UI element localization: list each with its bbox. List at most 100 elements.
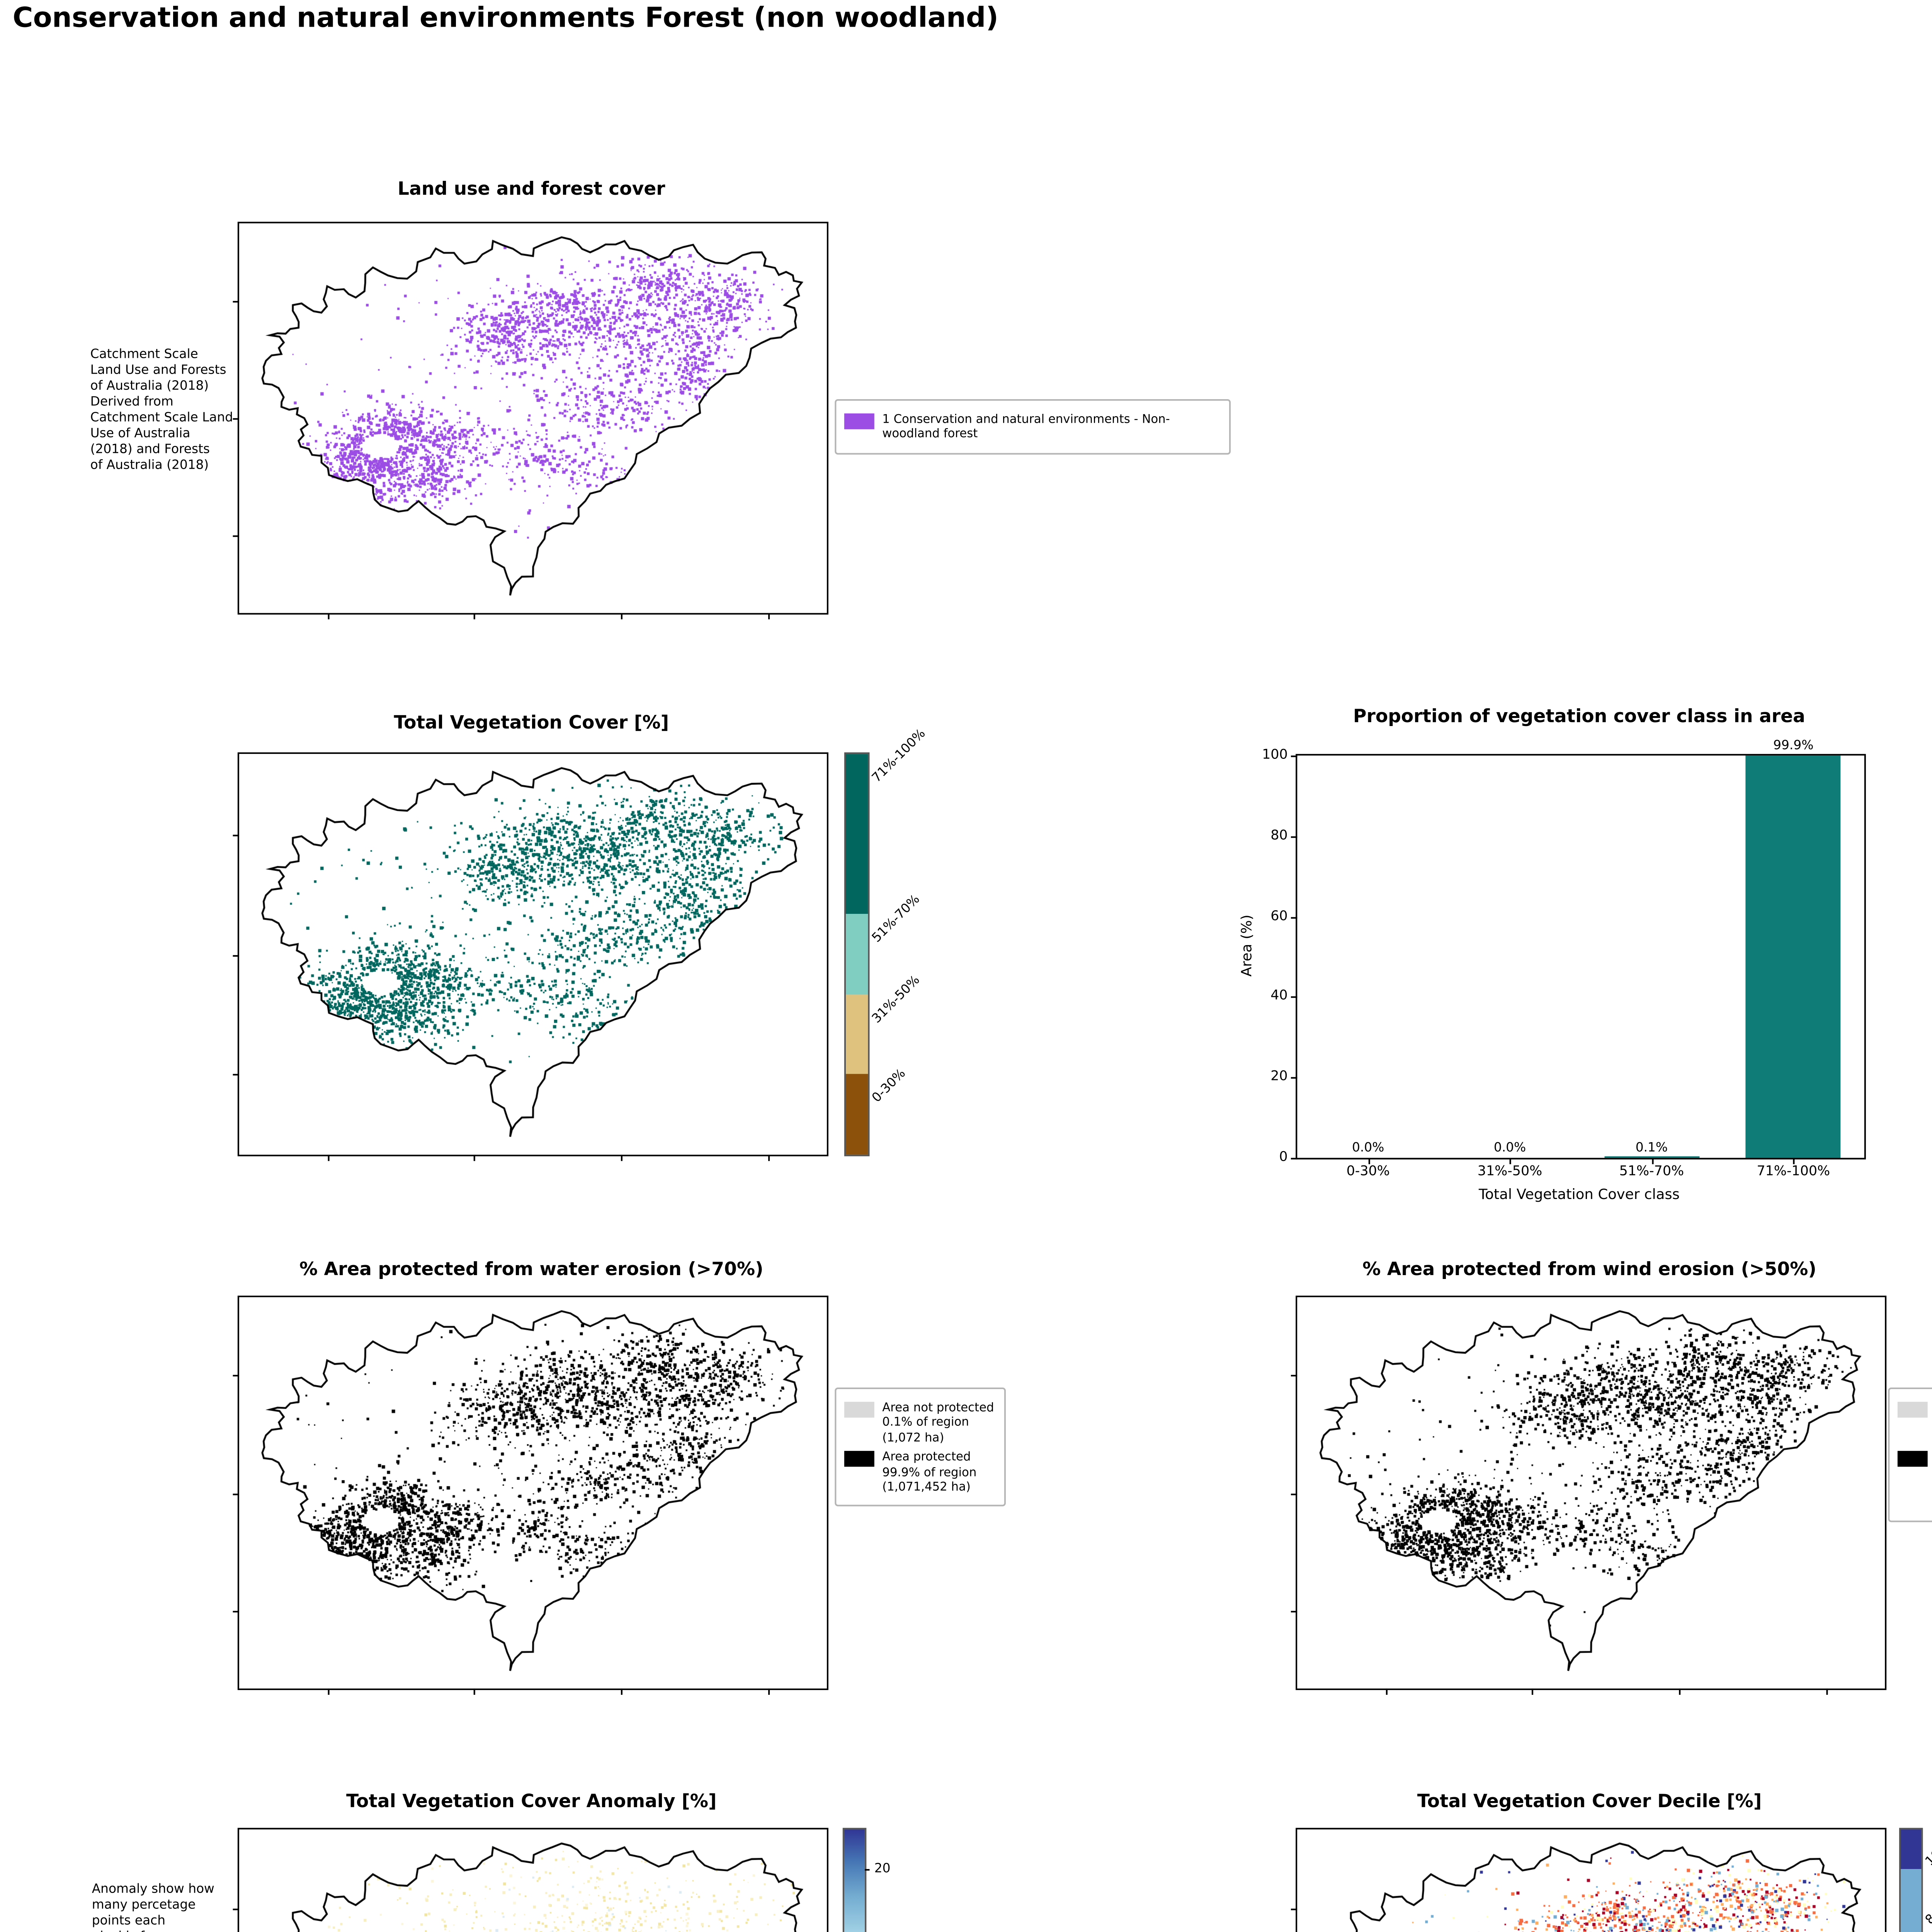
map-axis-tick: [474, 1688, 476, 1695]
page-title: Conservation and natural environments Fo…: [12, 3, 999, 35]
y-tick-label: 60: [1270, 908, 1288, 925]
landuse-legend-entry: 1 Conservation and natural environments …: [844, 412, 1221, 442]
x-tick: [1510, 1158, 1512, 1164]
landuse-source-note: Catchment Scale Land Use and Forests of …: [90, 347, 233, 472]
map-axis-tick: [474, 613, 476, 619]
decile-panel-title: Total Vegetation Cover Decile [%]: [1417, 1790, 1762, 1812]
wind-panel-title: % Area protected from wind erosion (>50%…: [1362, 1257, 1816, 1280]
colorbar-tick-label: 10: [1922, 1846, 1932, 1868]
bar-value-label: 0.0%: [1352, 1140, 1384, 1155]
map-axis-tick: [1291, 1610, 1298, 1612]
y-tick-label: 0: [1279, 1150, 1288, 1166]
landuse-map-canvas: [239, 223, 827, 613]
colorbar-tick-label: 0-30%: [869, 1066, 908, 1106]
tvc-panel-title: Total Vegetation Cover [%]: [394, 711, 669, 733]
x-tick-label: 71%-100%: [1757, 1164, 1830, 1180]
landuse-legend-label: 1 Conservation and natural environments …: [882, 412, 1170, 441]
y-tick: [1291, 755, 1298, 757]
proportion-bar-chart: 0 20 40 60 80 100 0.0% 0-30% 0.0% 31%-50% 0.1% 51%-…: [1262, 738, 1866, 1180]
y-tick-label: 40: [1270, 989, 1288, 1005]
water-legend: Area not protected 0.1% of region (1,072…: [835, 1387, 1006, 1507]
x-tick-label: 0-30%: [1346, 1164, 1390, 1180]
wind-legend-entry: Area protected 100.0% of region (1,072,5…: [1897, 1449, 1932, 1509]
colorbar-tick-label: 31%-50%: [869, 972, 923, 1026]
decile-map-canvas: [1297, 1829, 1885, 1932]
map-axis-tick: [1291, 1909, 1298, 1911]
y-tick: [1291, 997, 1298, 999]
water-legend-swatch: [844, 1451, 874, 1467]
y-tick-label: 20: [1270, 1069, 1288, 1085]
map-axis-tick: [327, 1155, 329, 1161]
wind-legend-swatch: [1897, 1401, 1928, 1418]
map-axis-tick: [233, 535, 239, 537]
x-tick: [1651, 1158, 1653, 1164]
colorbar-segment: [845, 914, 868, 995]
map-axis-tick: [621, 1155, 623, 1161]
map-axis-tick: [233, 1074, 239, 1076]
water-map-canvas: [239, 1297, 827, 1689]
map-axis-tick: [233, 1610, 239, 1612]
bar-value-label: 0.1%: [1635, 1140, 1668, 1155]
water-legend-label: Area not protected 0.1% of region (1,072…: [882, 1400, 994, 1444]
x-tick-label: 51%-70%: [1619, 1164, 1684, 1180]
water-legend-swatch: [844, 1401, 874, 1418]
map-axis-tick: [768, 1688, 770, 1695]
colorbar-segment: [845, 754, 868, 915]
anomaly-colorbar: 20100−10−20: [842, 1828, 891, 1932]
water-legend-entry: Area protected 99.9% of region (1,071,45…: [844, 1449, 997, 1494]
map-axis-tick: [1291, 1493, 1298, 1495]
landuse-legend-swatch: [844, 413, 874, 429]
map-axis-tick: [621, 613, 623, 619]
map-axis-tick: [621, 1688, 623, 1695]
colorbar-segment: [845, 1074, 868, 1155]
decile-colorbar: 108-94-72-31: [1899, 1828, 1932, 1932]
y-tick: [1291, 1158, 1298, 1160]
tvc-colorbar: 71%-100% 51%-70% 31%-50% 0-30%: [844, 726, 928, 1156]
wind-map: [1291, 1296, 1887, 1695]
colorbar-segment: [845, 994, 868, 1075]
landuse-panel-title: Land use and forest cover: [398, 177, 665, 200]
bar-value-label: 99.9%: [1773, 738, 1814, 753]
map-axis-tick: [1679, 1688, 1681, 1695]
water-map: [233, 1296, 828, 1695]
map-axis-tick: [327, 1688, 329, 1695]
x-tick: [1368, 1158, 1370, 1164]
colorbar-tick-label: 71%-100%: [869, 726, 929, 785]
map-axis-tick: [1826, 1688, 1828, 1695]
wind-map-canvas: [1297, 1297, 1885, 1689]
water-legend-entry: Area not protected 0.1% of region (1,072…: [844, 1400, 997, 1445]
proportion-x-axis-label: Total Vegetation Cover class: [1478, 1188, 1680, 1204]
landuse-map: [233, 221, 828, 619]
proportion-chart-title: Proportion of vegetation cover class in …: [1353, 705, 1805, 727]
anomaly-panel-title: Total Vegetation Cover Anomaly [%]: [346, 1790, 717, 1812]
map-axis-tick: [768, 613, 770, 619]
colorbar-tick-label: 8-9: [1922, 1903, 1932, 1928]
map-axis-tick: [233, 1493, 239, 1495]
bar-value-label: 0.0%: [1493, 1140, 1526, 1155]
map-axis-tick: [233, 301, 239, 303]
water-panel-title: % Area protected from water erosion (>70…: [299, 1257, 764, 1280]
colorbar-segment: [1901, 1869, 1922, 1932]
map-axis-tick: [768, 1155, 770, 1161]
y-tick: [1291, 1077, 1298, 1079]
map-axis-tick: [233, 954, 239, 956]
bar-51%-70%: [1604, 1157, 1699, 1158]
wind-legend-swatch: [1897, 1451, 1928, 1467]
x-tick-label: 31%-50%: [1477, 1164, 1543, 1180]
map-axis-tick: [474, 1155, 476, 1161]
decile-map: [1291, 1828, 1887, 1932]
landuse-legend: 1 Conservation and natural environments …: [835, 399, 1231, 454]
wind-legend-entry: Area not protected 0.0% of region (0 ha): [1897, 1400, 1932, 1445]
anomaly-map-canvas: [239, 1829, 827, 1932]
colorbar-tick-label: 20: [874, 1861, 891, 1876]
y-tick-label: 80: [1270, 828, 1288, 844]
tvc-map: [233, 752, 828, 1161]
anomaly-explainer-text: Anomaly show how many percetage points e…: [92, 1881, 214, 1932]
anomaly-map: [233, 1828, 828, 1932]
x-tick: [1793, 1158, 1795, 1164]
y-tick-label: 100: [1262, 747, 1288, 764]
colorbar-segment: [1901, 1829, 1922, 1869]
bar-71%-100%: [1746, 756, 1841, 1158]
map-axis-tick: [1532, 1688, 1534, 1695]
